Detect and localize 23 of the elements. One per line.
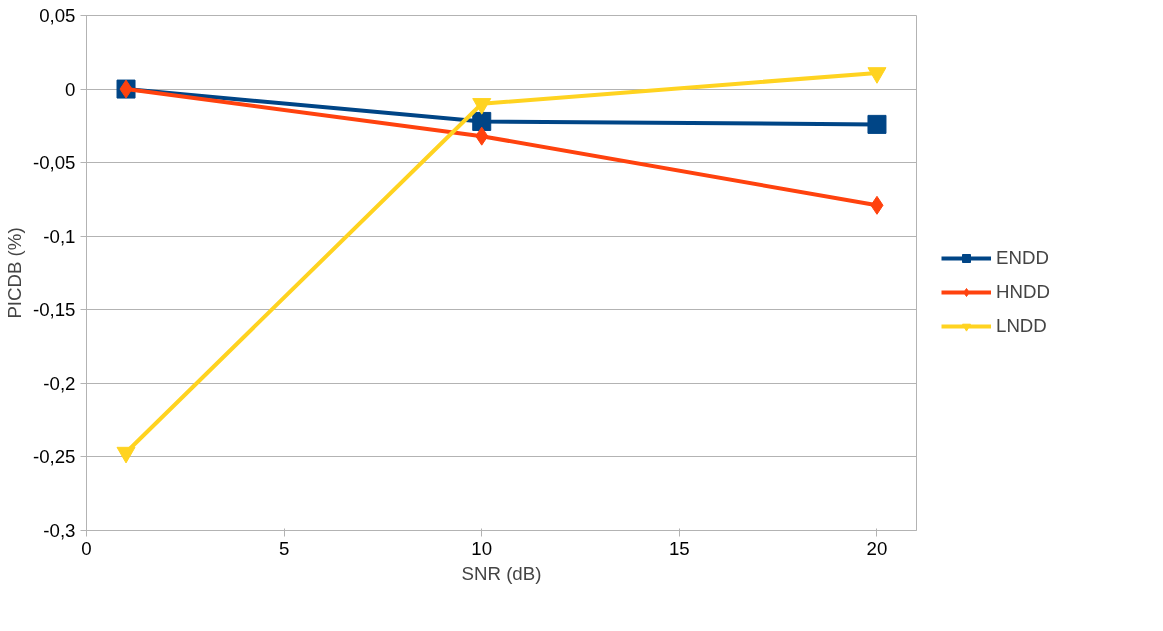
y-tick-label: -0,2 [43,372,76,394]
point [870,195,884,215]
y-tick-label: 0 [65,78,76,100]
x-tick-label: 0 [81,537,92,559]
point [472,111,492,131]
y-axis-title: PICDB (%) [3,227,25,319]
y-tick-label: -0,25 [32,446,76,468]
point [867,114,887,134]
y-tick-label: -0,15 [32,299,76,321]
y-tick-label: -0,05 [32,152,76,174]
x-axis-title: SNR (dB) [461,562,542,584]
point [475,126,489,146]
y-tick-label: -0,1 [43,225,76,247]
x-tick-label: 10 [471,537,493,559]
legend-label: LNDD [996,315,1047,337]
x-tick-label: 20 [866,537,888,559]
y-tick-label: 0,05 [39,5,76,26]
legend-label: HNDD [996,281,1050,303]
x-tick-label: 15 [668,537,690,559]
legend-label: ENDD [996,247,1049,269]
x-tick-label: 5 [278,537,290,559]
y-tick-label: -0,3 [43,520,76,541]
point [116,446,136,464]
